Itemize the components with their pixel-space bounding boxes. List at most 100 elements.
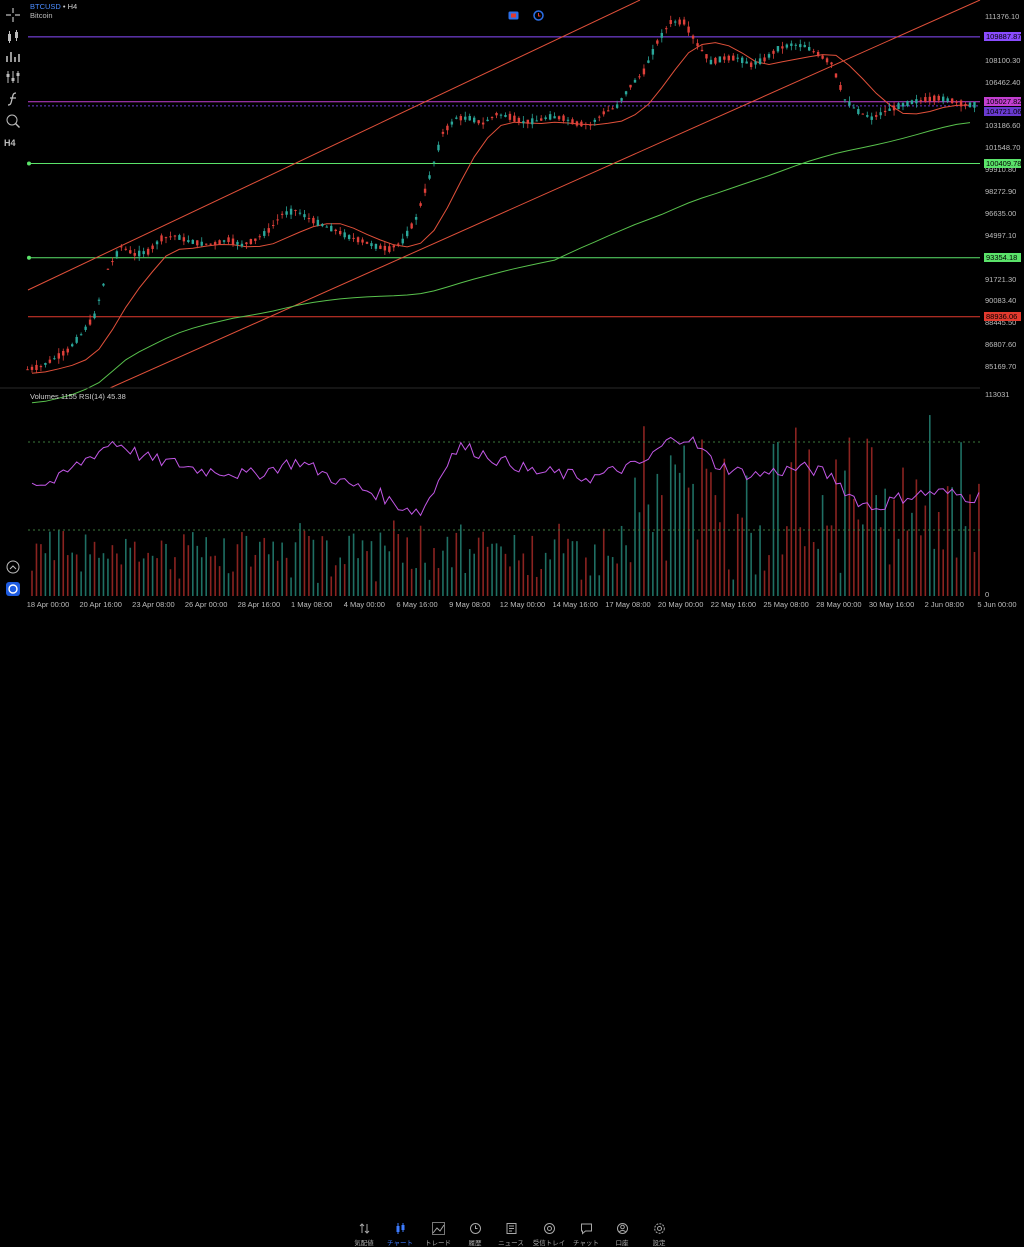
candle-body <box>901 103 905 107</box>
volume-bar <box>71 552 73 596</box>
volume-bar <box>111 545 114 596</box>
volume-bar <box>808 449 810 596</box>
volume-bar <box>263 537 266 596</box>
volume-bar <box>589 575 592 596</box>
candle-body <box>745 61 748 64</box>
price-tick-label: 98272.90 <box>985 187 1017 196</box>
price-level-tag[interactable]: 93354.18 <box>984 253 1021 263</box>
volume-bar <box>330 576 333 596</box>
timeframe-label[interactable]: H4 <box>67 2 78 11</box>
tab-chart[interactable]: チャート <box>380 1222 420 1247</box>
volume-bar <box>236 544 239 596</box>
volume-bar <box>227 573 230 596</box>
symbol-label[interactable]: BTCUSD <box>30 2 61 11</box>
tab-trade[interactable]: トレード <box>418 1222 458 1247</box>
volume-bar <box>978 483 980 596</box>
price-level-tag[interactable]: 105027.82 <box>984 97 1022 107</box>
volume-bar <box>897 538 900 596</box>
volume-bar <box>142 558 145 596</box>
date-tick-label: 22 May 16:00 <box>710 600 757 609</box>
candle-body <box>71 344 74 347</box>
candle-body <box>615 104 619 108</box>
objects-icon[interactable] <box>4 68 22 86</box>
tab-settings[interactable]: 設定 <box>639 1222 679 1247</box>
candle-body <box>499 114 503 116</box>
app-icon[interactable] <box>4 580 22 598</box>
volume-bar <box>951 487 953 596</box>
timeframe-icon[interactable]: H4 <box>4 138 16 148</box>
volume-bar <box>66 555 69 596</box>
level-handle <box>27 255 31 260</box>
candle-body <box>164 237 168 239</box>
candle-body <box>84 326 87 330</box>
candle-body <box>736 57 739 59</box>
tab-quotes[interactable]: 気配値 <box>344 1222 384 1247</box>
volume-bar <box>674 464 676 596</box>
volume-bar <box>406 537 408 596</box>
volume-bar <box>58 529 60 596</box>
chart-header: BTCUSD • H4 Bitcoin <box>30 2 77 20</box>
function-icon[interactable] <box>4 90 22 108</box>
candle-body <box>709 59 713 65</box>
volume-bar <box>352 533 355 596</box>
candle-body <box>459 116 462 121</box>
volume-bar <box>165 543 167 596</box>
crosshair-icon[interactable] <box>4 6 22 24</box>
template-icon[interactable] <box>4 112 22 130</box>
candle-body <box>642 68 646 75</box>
ma-fast-line <box>31 42 971 374</box>
date-tick-label: 4 May 00:00 <box>343 600 385 609</box>
volume-bar <box>35 543 38 596</box>
tab-history[interactable]: 履歴 <box>455 1222 495 1247</box>
flag-icon[interactable] <box>508 8 519 20</box>
candle-body <box>88 319 92 325</box>
price-level-tag[interactable]: 100409.78 <box>984 158 1022 168</box>
candle-body <box>861 113 864 115</box>
price-tick-label: 94997.10 <box>985 230 1017 240</box>
tab-account[interactable]: 口座 <box>602 1222 642 1247</box>
candle-body <box>178 235 181 240</box>
volume-bar <box>875 495 877 596</box>
volume-bar <box>272 541 274 596</box>
candle-body <box>678 19 681 25</box>
date-tick-label: 14 May 16:00 <box>552 600 598 609</box>
price-chart[interactable] <box>0 0 1024 610</box>
volume-bar <box>598 575 601 596</box>
candlestick-type-icon[interactable] <box>4 28 22 46</box>
candle-body <box>450 121 454 125</box>
volume-bar <box>98 557 100 596</box>
volume-bar <box>133 541 136 596</box>
candle-body <box>687 26 690 33</box>
volume-bar <box>879 527 882 596</box>
volume-bar <box>160 540 163 596</box>
candle-body <box>651 49 655 55</box>
volume-bar <box>500 546 502 596</box>
volume-bar <box>482 531 484 596</box>
volume-bar <box>803 546 806 596</box>
volume-bar <box>638 512 641 596</box>
candle-body <box>964 103 967 106</box>
candle-body <box>772 50 775 54</box>
clock-icon[interactable] <box>533 8 544 21</box>
volume-bar <box>419 525 422 596</box>
volume-bar <box>817 548 819 596</box>
price-level-tag[interactable]: 104721.06 <box>984 107 1022 117</box>
price-level-tag[interactable]: 88936.06 <box>984 312 1021 322</box>
volume-bar <box>866 438 869 596</box>
candle-body <box>897 103 900 110</box>
tab-news[interactable]: ニュース <box>491 1222 531 1247</box>
date-tick-label: 20 Apr 16:00 <box>79 600 122 609</box>
candle-body <box>209 243 212 245</box>
price-level-tag[interactable]: 109887.87 <box>984 32 1022 42</box>
account-icon <box>616 1223 628 1234</box>
zoom-icon[interactable] <box>4 558 22 576</box>
tab-chat[interactable]: チャット <box>566 1222 606 1247</box>
rsi-line <box>31 436 980 517</box>
tab-inbox[interactable]: 受信トレイ <box>529 1222 569 1247</box>
indicators-icon[interactable] <box>4 48 22 66</box>
candle-body <box>397 243 400 245</box>
candle-body <box>942 96 945 102</box>
volume-bar <box>339 557 341 596</box>
candle-body <box>674 21 677 23</box>
candle-body <box>191 239 194 244</box>
